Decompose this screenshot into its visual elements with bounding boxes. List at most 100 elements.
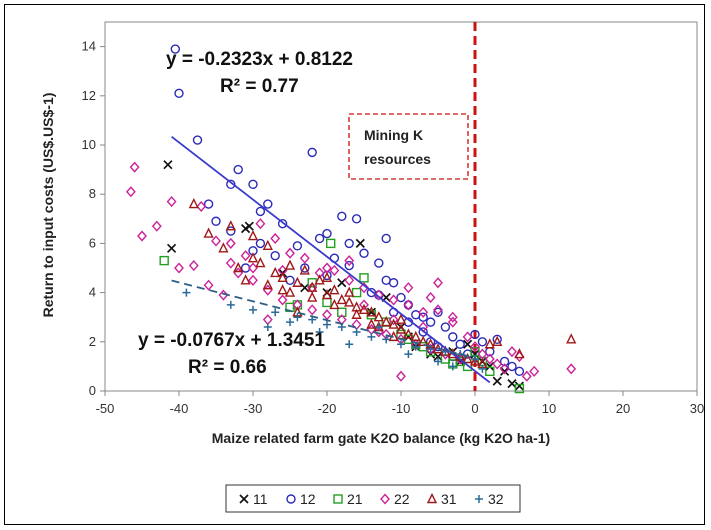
- data-point-series-22: [240, 250, 251, 262]
- mining-k-annotation: Mining K resources: [348, 113, 469, 180]
- data-point-series-32: [293, 313, 302, 322]
- data-point-series-12: [292, 241, 303, 251]
- data-point-series-12: [174, 88, 184, 99]
- x-tick-label: -40: [170, 401, 189, 416]
- x-tick-label: -10: [392, 401, 411, 416]
- data-point-series-31: [395, 323, 407, 334]
- data-point-series-31: [403, 328, 414, 339]
- data-point-series-31: [203, 227, 214, 238]
- data-point-series-12: [192, 135, 203, 145]
- data-point-series-12: [433, 307, 443, 317]
- data-point-series-12: [307, 147, 317, 158]
- legend-marker-21: [333, 494, 343, 504]
- data-point-series-12: [440, 322, 451, 332]
- data-point-series-32: [397, 340, 405, 349]
- data-point-series-12: [344, 260, 354, 271]
- data-point-series-11: [163, 160, 173, 170]
- data-point-series-22: [521, 370, 532, 382]
- legend: 11 12 21 22 31 32: [239, 491, 504, 507]
- data-point-series-31: [344, 286, 355, 297]
- data-point-series-32: [411, 342, 420, 351]
- data-point-series-22: [255, 218, 266, 230]
- legend-label-21: 21: [347, 491, 363, 507]
- data-point-series-12: [226, 226, 236, 236]
- data-point-series-12: [248, 179, 258, 190]
- data-point-series-21: [326, 238, 336, 249]
- data-point-series-31: [410, 330, 421, 342]
- data-point-series-22: [447, 311, 458, 323]
- data-point-series-22: [433, 304, 443, 316]
- data-point-series-31: [262, 279, 273, 290]
- data-point-series-32: [448, 362, 457, 371]
- legend-marker-11: [239, 494, 249, 504]
- x-axis-title: Maize related farm gate K2O balance (kg …: [212, 430, 550, 446]
- trendline-1-equation: y = -0.2323x + 0.8122: [166, 49, 353, 70]
- data-point-series-11: [514, 381, 525, 391]
- trendline-1: [171, 136, 491, 384]
- data-point-series-31: [270, 266, 281, 278]
- data-point-series-31: [233, 261, 244, 273]
- data-point-series-12: [396, 292, 406, 303]
- data-point-series-22: [196, 200, 207, 213]
- data-point-series-22: [292, 299, 303, 311]
- data-point-series-22: [388, 294, 399, 306]
- data-point-series-31: [358, 303, 370, 315]
- data-point-series-31: [336, 293, 347, 305]
- data-point-series-32: [315, 327, 324, 336]
- data-point-series-12: [359, 248, 369, 258]
- data-point-series-11: [244, 221, 254, 231]
- data-point-series-22: [166, 196, 177, 208]
- data-point-series-32: [226, 300, 235, 309]
- data-point-series-31: [395, 313, 407, 324]
- data-point-series-12: [203, 199, 214, 209]
- data-point-series-12: [507, 361, 517, 372]
- data-point-series-22: [499, 363, 510, 375]
- data-point-series-11: [499, 366, 510, 376]
- data-point-series-22: [359, 282, 369, 294]
- legend-marker-31: [426, 492, 438, 504]
- data-point-series-31: [462, 352, 473, 364]
- data-point-series-31: [277, 284, 288, 295]
- data-point-series-32: [263, 323, 272, 332]
- legend-label-32: 32: [488, 491, 504, 507]
- data-point-series-22: [129, 161, 140, 173]
- trendlines: [171, 136, 491, 384]
- data-point-series-32: [367, 332, 376, 341]
- data-point-series-32: [271, 308, 280, 317]
- data-point-series-22: [403, 299, 414, 311]
- data-point-series-12: [322, 270, 332, 281]
- annotation-line-1: Mining K: [364, 127, 423, 143]
- x-axis-ticks: -50 -40 -30 -20 -10 0 10 20 30: [96, 391, 704, 416]
- data-point-series-31: [351, 308, 362, 319]
- data-point-series-32: [471, 355, 479, 364]
- data-point-series-12: [170, 44, 181, 54]
- series-32: [182, 288, 487, 373]
- trendline-2-equation: y = -0.0767x + 1.3451: [138, 330, 325, 351]
- data-point-series-31: [492, 335, 503, 346]
- data-point-series-22: [307, 304, 318, 316]
- data-point-series-12: [277, 219, 288, 229]
- x-tick-label: -20: [318, 401, 337, 416]
- y-tick-label: 12: [82, 88, 96, 103]
- data-point-series-31: [255, 257, 266, 268]
- x-tick-label: 20: [616, 401, 630, 416]
- data-point-series-22: [447, 316, 458, 328]
- data-point-series-31: [284, 259, 296, 270]
- data-point-series-31: [329, 284, 340, 295]
- data-point-series-22: [418, 306, 429, 318]
- data-point-series-22: [125, 186, 136, 198]
- data-point-series-22: [322, 309, 332, 321]
- legend-label-12: 12: [300, 491, 316, 507]
- data-point-series-12: [344, 238, 354, 249]
- data-point-series-22: [225, 237, 236, 249]
- y-tick-label: 8: [89, 186, 96, 201]
- data-point-series-12: [270, 250, 280, 261]
- data-point-series-22: [470, 341, 480, 353]
- data-point-series-31: [381, 316, 392, 327]
- data-point-series-22: [174, 262, 184, 274]
- data-point-series-12: [322, 228, 332, 239]
- y-tick-label: 2: [89, 334, 96, 349]
- data-point-series-11: [507, 379, 517, 389]
- data-point-series-12: [263, 199, 273, 209]
